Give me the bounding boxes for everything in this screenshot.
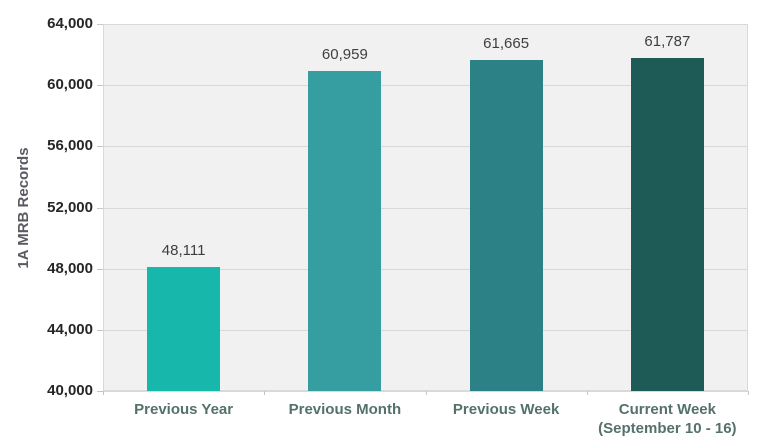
y-tick-label: 48,000 (47, 259, 93, 277)
y-tick-label: 44,000 (47, 320, 93, 338)
bar-value-label: 61,665 (483, 34, 530, 52)
bar (469, 59, 543, 391)
bar (308, 70, 382, 391)
x-axis-tick (425, 391, 427, 395)
bar-value-label: 48,111 (161, 241, 206, 259)
y-tick-label: 40,000 (47, 382, 93, 399)
gridline (103, 146, 748, 148)
bar (147, 266, 221, 391)
y-axis-tick (97, 85, 103, 87)
y-axis-tick (97, 207, 103, 209)
bar (630, 57, 704, 391)
gridline (103, 329, 748, 331)
y-axis-tick (97, 391, 103, 392)
gridline (103, 24, 748, 25)
gridline (103, 85, 748, 87)
bar-value-label: 61,787 (644, 32, 691, 50)
x-category-label: Current Week (September 10 - 16) (598, 401, 737, 437)
x-category-label: Previous Year (134, 401, 234, 418)
x-axis-tick (586, 391, 588, 395)
x-axis-tick (748, 391, 749, 395)
y-axis-tick (97, 24, 103, 25)
x-axis-tick (264, 391, 266, 395)
bar-value-label: 60,959 (321, 45, 368, 63)
gridline (103, 207, 748, 209)
gridline (103, 268, 748, 270)
y-tick-label: 64,000 (47, 15, 93, 32)
y-tick-label: 60,000 (47, 76, 93, 94)
y-axis-tick (97, 329, 103, 331)
y-axis-tick (97, 146, 103, 148)
y-tick-label: 52,000 (47, 198, 93, 216)
x-axis-tick (103, 391, 104, 395)
y-tick-label: 56,000 (47, 137, 93, 155)
y-axis-tick (97, 268, 103, 270)
x-category-label: Previous Month (288, 401, 402, 418)
x-category-label: Previous Week (452, 401, 560, 418)
